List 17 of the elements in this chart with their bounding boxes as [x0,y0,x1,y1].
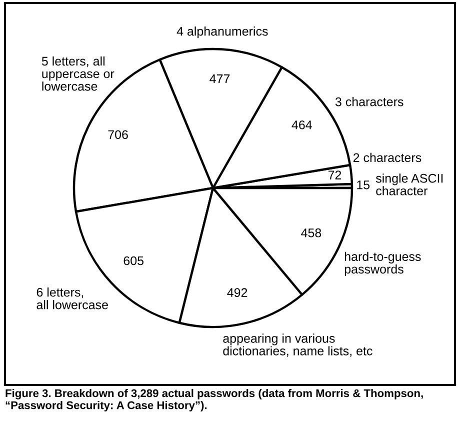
slice-label: hard-to-guess passwords [344,252,421,276]
slice-label: 2 characters [353,152,422,162]
slice-label: single ASCII character [376,174,443,196]
slice-label: 4 alphanumerics [176,26,268,38]
data-label: 464 [292,120,312,130]
data-label: 477 [210,74,230,84]
slice-label: 6 letters, all lowercase [36,288,108,310]
caption: Figure 3. Breakdown of 3,289 actual passwords (data from Morris & Thompson, “Password Security: A Case History”). [6,389,423,412]
data-label: 15 [357,180,370,190]
slice-label: appearing in various dictionaries, name lists, etc [223,334,372,357]
slice-label: 5 letters, all uppercase or lowercase [42,56,114,91]
data-label: 605 [124,256,144,266]
slice-label: 3 characters [335,97,404,106]
data-label: 706 [108,130,128,140]
data-label: 72 [328,170,342,180]
data-label: 492 [227,288,248,298]
data-label: 458 [301,228,322,238]
